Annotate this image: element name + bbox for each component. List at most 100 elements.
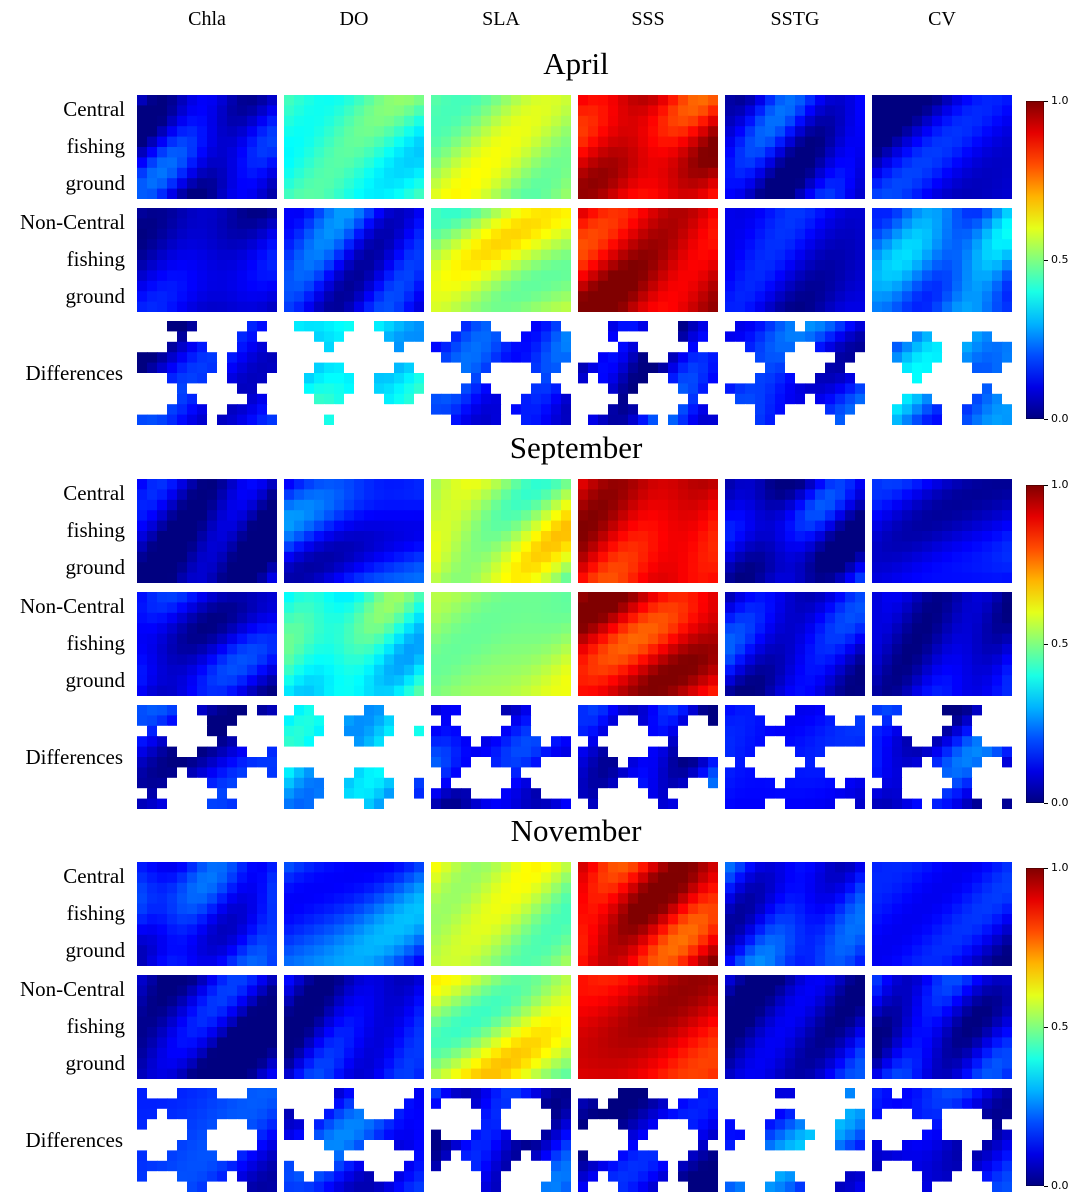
heatmap-panel-november-differences-do [284,1088,424,1192]
heatmap-panel-november-noncentral-sstg [725,975,865,1079]
month-title-april: April [543,46,609,81]
heatmap-panel-april-differences-chla [137,321,277,425]
colorbar-tick-label: 1.0 [1051,94,1069,107]
heatmap-panel-september-noncentral-sla [431,592,571,696]
heatmap-panel-september-central-sla [431,479,571,583]
heatmap-panel-april-central-sla [431,95,571,199]
heatmap-panel-november-noncentral-do [284,975,424,1079]
column-header-sla: SLA [482,8,520,30]
colorbar [1025,100,1045,420]
colorbar-tick-label: 0.0 [1051,412,1069,425]
row-label-differences: Differences [25,361,123,385]
row-label-central: Central fishing ground [63,858,125,969]
heatmap-panel-september-differences-cv [872,705,1012,809]
heatmap-panel-april-differences-do [284,321,424,425]
row-label-line: fishing [66,631,125,655]
heatmap-panel-september-noncentral-chla [137,592,277,696]
heatmap-panel-september-central-cv [872,479,1012,583]
heatmap-panel-april-central-chla [137,95,277,199]
row-label-line: fishing [66,247,125,271]
colorbar-tick-mark [1044,260,1048,261]
heatmap-panel-september-noncentral-sss [578,592,718,696]
colorbar-tick-label: 0.0 [1051,796,1069,809]
heatmap-panel-april-central-sstg [725,95,865,199]
heatmap-panel-april-noncentral-chla [137,208,277,312]
heatmap-panel-april-differences-sstg [725,321,865,425]
heatmap-panel-november-central-sstg [725,862,865,966]
row-label-line: ground [65,284,126,308]
row-label-line: Central [63,481,125,505]
column-header-sss: SSS [631,8,665,30]
colorbar-tick-mark [1044,803,1048,804]
heatmap-panel-november-differences-sla [431,1088,571,1192]
row-label-noncentral: Non-Central fishing ground [20,204,125,315]
row-label-noncentral: Non-Central fishing ground [20,588,125,699]
heatmap-panel-april-noncentral-cv [872,208,1012,312]
row-label-line: ground [65,668,126,692]
column-header-do: DO [339,8,369,30]
heatmap-panel-november-central-sla [431,862,571,966]
colorbar-tick-mark [1044,1186,1048,1187]
heatmap-panel-november-central-do [284,862,424,966]
colorbar-tick-label: 0.5 [1051,253,1069,266]
heatmap-panel-april-differences-cv [872,321,1012,425]
heatmap-panel-november-differences-sss [578,1088,718,1192]
heatmap-panel-april-noncentral-sla [431,208,571,312]
heatmap-panel-september-noncentral-do [284,592,424,696]
heatmap-panel-september-central-chla [137,479,277,583]
colorbar-tick-label: 0.5 [1051,1020,1069,1033]
heatmap-panel-september-central-sstg [725,479,865,583]
row-label-line: Non-Central [20,977,125,1001]
colorbar-tick-label: 0.5 [1051,637,1069,650]
heatmap-panel-september-central-do [284,479,424,583]
heatmap-panel-november-central-chla [137,862,277,966]
heatmap-panel-september-differences-sstg [725,705,865,809]
column-header-sstg: SSTG [770,8,820,30]
heatmap-panel-november-differences-cv [872,1088,1012,1192]
colorbar-tick-label: 0.0 [1051,1179,1069,1192]
heatmap-panel-november-noncentral-chla [137,975,277,1079]
colorbar-tick-mark [1044,419,1048,420]
row-label-central: Central fishing ground [63,475,125,586]
colorbar-tick-mark [1044,644,1048,645]
column-header-cv: CV [928,8,956,30]
heatmap-panel-april-differences-sla [431,321,571,425]
heatmap-panel-september-noncentral-cv [872,592,1012,696]
row-label-line: Non-Central [20,594,125,618]
row-label-line: Non-Central [20,210,125,234]
row-label-line: ground [65,938,126,962]
colorbar-tick-mark [1044,1027,1048,1028]
heatmap-panel-april-central-do [284,95,424,199]
colorbar-tick-mark [1044,868,1048,869]
colorbar-tick-mark [1044,101,1048,102]
row-label-line: fishing [66,1014,125,1038]
heatmap-panel-april-noncentral-sstg [725,208,865,312]
heatmap-panel-november-differences-sstg [725,1088,865,1192]
heatmap-panel-november-central-sss [578,862,718,966]
row-label-noncentral: Non-Central fishing ground [20,971,125,1082]
heatmap-panel-november-noncentral-sss [578,975,718,1079]
heatmap-panel-september-differences-chla [137,705,277,809]
heatmap-panel-november-noncentral-sla [431,975,571,1079]
row-label-line: fishing [66,901,125,925]
column-header-chla: Chla [188,8,226,30]
heatmap-panel-april-central-cv [872,95,1012,199]
row-label-line: ground [65,171,126,195]
heatmap-panel-september-differences-sss [578,705,718,809]
row-label-line: ground [65,555,126,579]
heatmap-panel-september-differences-sla [431,705,571,809]
row-label-line: ground [65,1051,126,1075]
colorbar [1025,484,1045,804]
heatmap-panel-april-noncentral-do [284,208,424,312]
row-label-differences: Differences [25,745,123,769]
month-title-september: September [509,430,643,465]
row-label-line: fishing [66,518,125,542]
colorbar-tick-label: 1.0 [1051,478,1069,491]
heatmap-panel-november-differences-chla [137,1088,277,1192]
colorbar-tick-mark [1044,485,1048,486]
heatmap-panel-april-noncentral-sss [578,208,718,312]
heatmap-panel-september-noncentral-sstg [725,592,865,696]
colorbar [1025,867,1045,1187]
row-label-differences: Differences [25,1128,123,1152]
